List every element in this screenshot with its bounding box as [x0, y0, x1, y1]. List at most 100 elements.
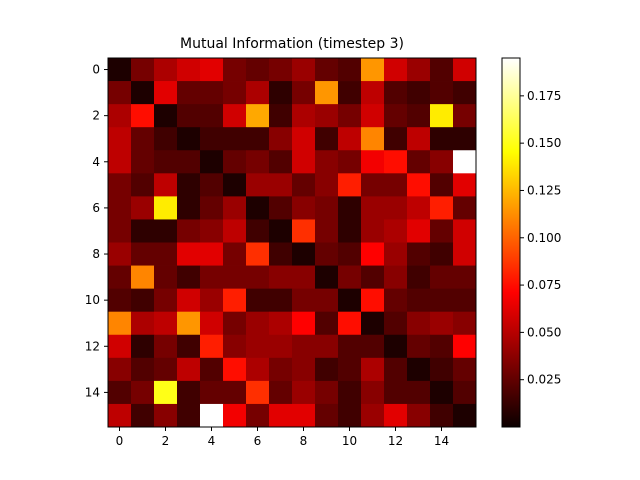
heatmap-cell: [200, 357, 224, 382]
colorbar-tick-label: 0.025: [527, 373, 561, 387]
heatmap-cell: [407, 196, 431, 220]
heatmap-cell: [453, 403, 477, 428]
heatmap-cell: [315, 334, 339, 359]
heatmap-cell: [407, 58, 431, 82]
heatmap-cell: [108, 242, 132, 266]
heatmap-cell: [223, 173, 247, 197]
heatmap-cell: [223, 380, 247, 405]
heatmap-cell: [384, 219, 408, 243]
heatmap-cell: [430, 196, 454, 220]
x-tick-label: 0: [116, 434, 124, 448]
heatmap-cell: [177, 403, 201, 428]
heatmap-cell: [453, 150, 477, 174]
heatmap-cell: [453, 196, 477, 220]
heatmap-cell: [361, 127, 385, 151]
heatmap-cell: [430, 219, 454, 243]
heatmap-cell: [430, 242, 454, 266]
heatmap-cell: [361, 357, 385, 382]
x-tick-label: 14: [434, 434, 449, 448]
heatmap-cell: [154, 380, 178, 405]
heatmap-cell: [131, 58, 155, 82]
x-tick-label: 4: [208, 434, 216, 448]
heatmap-cell: [453, 81, 477, 105]
heatmap-cell: [292, 380, 316, 405]
heatmap-cell: [338, 196, 362, 220]
heatmap-cell: [246, 380, 270, 405]
heatmap-cell: [292, 58, 316, 82]
heatmap-cell: [384, 127, 408, 151]
heatmap-cell: [223, 334, 247, 359]
heatmap-cell: [108, 150, 132, 174]
heatmap-cell: [315, 58, 339, 82]
heatmap-cell: [453, 127, 477, 151]
heatmap-cell: [384, 242, 408, 266]
heatmap-cell: [223, 219, 247, 243]
heatmap-cell: [361, 81, 385, 105]
heatmap-cell: [338, 81, 362, 105]
heatmap-cell: [361, 334, 385, 359]
heatmap-cell: [292, 127, 316, 151]
colorbar-tick-label: 0.100: [527, 231, 561, 245]
heatmap-cell: [246, 403, 270, 428]
heatmap-cell: [338, 173, 362, 197]
heatmap-cell: [246, 311, 270, 336]
heatmap-cell: [338, 58, 362, 82]
heatmap-cell: [384, 173, 408, 197]
heatmap-cell: [407, 357, 431, 382]
heatmap-cell: [292, 173, 316, 197]
heatmap-cell: [453, 265, 477, 290]
colorbar-tick-label: 0.125: [527, 183, 561, 197]
heatmap-cell: [384, 403, 408, 428]
heatmap-cell: [407, 219, 431, 243]
heatmap-cell: [108, 380, 132, 405]
heatmap-cell: [407, 311, 431, 336]
heatmap-cell: [131, 219, 155, 243]
heatmap-cell: [292, 150, 316, 174]
heatmap-cell: [246, 58, 270, 82]
heatmap-cell: [177, 242, 201, 266]
heatmap-cell: [361, 173, 385, 197]
heatmap-cell: [430, 380, 454, 405]
heatmap-cell: [361, 311, 385, 336]
colorbar: [501, 57, 521, 428]
heatmap-cell: [154, 104, 178, 128]
heatmap-cell: [384, 104, 408, 128]
x-tick-label: 8: [300, 434, 308, 448]
heatmap-cell: [108, 196, 132, 220]
heatmap-cell: [200, 196, 224, 220]
heatmap-cell: [223, 265, 247, 290]
colorbar-tick-label: 0.150: [527, 136, 561, 150]
colorbar-tick-label: 0.175: [527, 89, 561, 103]
heatmap-cell: [269, 58, 293, 82]
heatmap-cell: [453, 104, 477, 128]
heatmap-cell: [246, 242, 270, 266]
heatmap-cell: [384, 334, 408, 359]
heatmap-cell: [246, 288, 270, 313]
heatmap-cell: [246, 81, 270, 105]
heatmap-cell: [108, 288, 132, 313]
y-tick-label: 14: [85, 385, 100, 399]
heatmap-cell: [108, 311, 132, 336]
heatmap-cell: [315, 357, 339, 382]
heatmap-cell: [407, 380, 431, 405]
heatmap-cell: [338, 150, 362, 174]
colorbar-axis: 0.025 0.050 0.075 0.100 0.125 0.150 0.175: [520, 89, 561, 387]
heatmap-cell: [200, 150, 224, 174]
heatmap-cell: [361, 219, 385, 243]
heatmap-cell: [292, 242, 316, 266]
heatmap-cell: [177, 311, 201, 336]
heatmap-cell: [338, 334, 362, 359]
heatmap-cell: [361, 403, 385, 428]
x-tick-label: 10: [342, 434, 357, 448]
heatmap-cell: [315, 173, 339, 197]
heatmap-cell: [246, 104, 270, 128]
heatmap-cell: [430, 173, 454, 197]
heatmap-cell: [177, 150, 201, 174]
heatmap-cell: [315, 127, 339, 151]
heatmap-cell: [384, 196, 408, 220]
chart-title: Mutual Information (timestep 3): [180, 36, 404, 52]
heatmap-cell: [315, 311, 339, 336]
heatmap-cell: [315, 104, 339, 128]
y-tick-label: 8: [92, 247, 100, 261]
